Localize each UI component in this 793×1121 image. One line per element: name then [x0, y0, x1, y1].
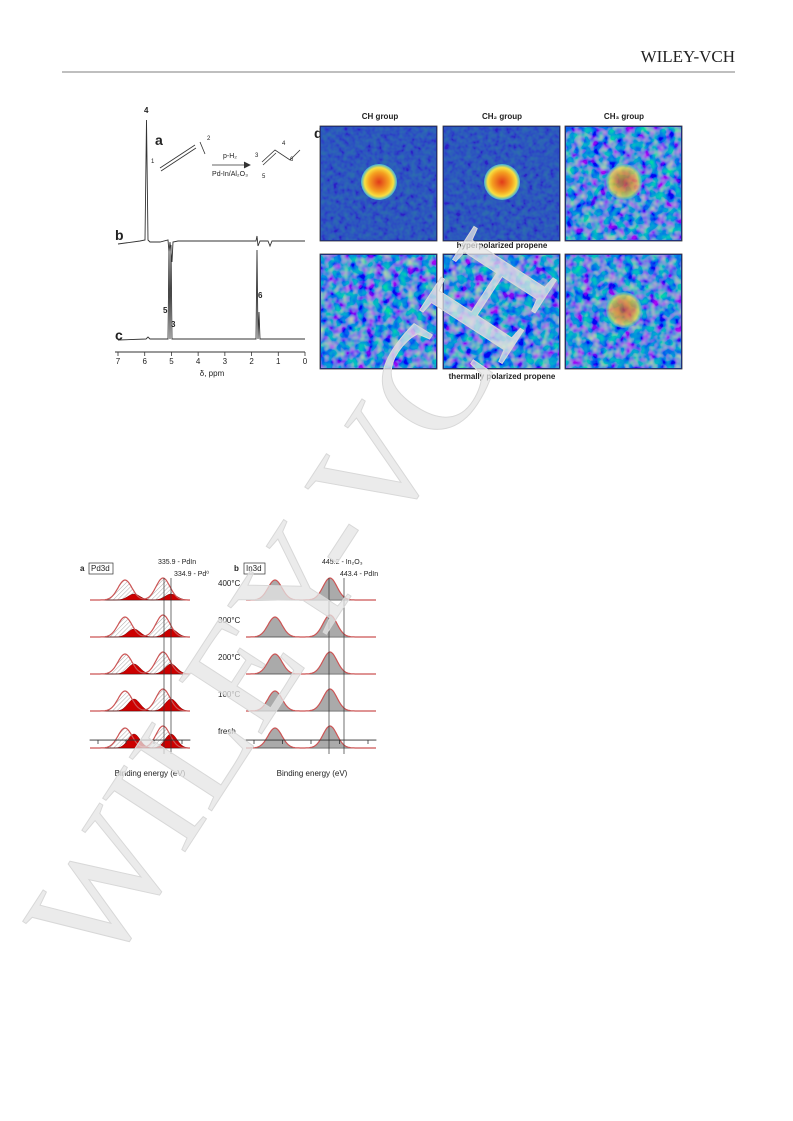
atom-label: 5 — [262, 174, 266, 180]
fit-component — [89, 698, 191, 712]
x-axis-label: Binding energy (eV) — [277, 769, 348, 778]
envelope — [246, 651, 376, 675]
line-label: 445.2 - In₂O₃ — [322, 559, 363, 566]
watermark: WILEY-VCH — [0, 204, 586, 993]
panel-label: a — [155, 132, 163, 148]
envelope — [246, 577, 376, 601]
x-tick-label: 1 — [276, 357, 281, 366]
x-tick-label: 4 — [196, 357, 201, 366]
envelope — [90, 577, 190, 601]
condition-label: 200°C — [218, 653, 241, 662]
peak-label: 5 — [163, 306, 168, 315]
envelope — [90, 651, 190, 675]
reagent: p-H₂ — [223, 153, 237, 160]
atom-label: 3 — [255, 153, 259, 159]
x-tick-label: 3 — [223, 357, 228, 366]
peak-label: 6 — [258, 291, 263, 300]
row-label: thermally polarized propene — [449, 372, 556, 381]
panel-label: d — [314, 125, 323, 141]
image-noise — [321, 255, 436, 368]
panel-label: b — [115, 227, 124, 243]
envelope — [90, 725, 190, 749]
envelope — [246, 614, 376, 638]
image-spot — [361, 164, 397, 200]
x-tick-label: 2 — [249, 357, 254, 366]
x-tick-label: 7 — [116, 357, 121, 366]
image-title: CH₃ group — [604, 112, 644, 121]
peak-label: 3 — [171, 320, 176, 329]
x-axis-label: Binding energy (eV) — [115, 769, 186, 778]
panel-label: b — [234, 564, 239, 573]
fit-component — [89, 663, 191, 675]
nmr-spectrum — [115, 119, 305, 353]
envelope — [90, 614, 190, 638]
image-title: CH group — [362, 112, 399, 121]
envelope — [246, 688, 376, 712]
atom-label: 2 — [207, 136, 211, 142]
envelope — [90, 688, 190, 712]
x-tick-label: 0 — [303, 357, 308, 366]
x-axis-label: δ, ppm — [200, 369, 225, 378]
peak-label: 4 — [144, 106, 149, 115]
image-noise — [444, 255, 559, 368]
row-label: hyperpolarized propene — [457, 241, 548, 250]
region-box — [243, 562, 266, 575]
envelope — [246, 725, 376, 749]
line-label: 335.9 - PdIn — [158, 559, 196, 566]
line-label: 334.9 - Pd⁰ — [174, 570, 209, 578]
atom-label: 6 — [290, 157, 294, 163]
panel-label: c — [115, 327, 123, 343]
region-box — [88, 562, 114, 575]
atom-label: 1 — [151, 159, 155, 165]
image-spot — [606, 164, 642, 200]
reaction-scheme — [159, 141, 301, 172]
condition-label: 100°C — [218, 690, 241, 699]
image-spot — [606, 292, 642, 328]
region: Pd3d — [91, 564, 110, 573]
panel-label: a — [80, 564, 85, 573]
image-title: CH₂ group — [482, 112, 522, 121]
condition-label: fresh — [218, 727, 236, 736]
line-label: 443.4 - PdIn — [340, 571, 378, 578]
publisher: WILEY-VCH — [641, 47, 735, 66]
x-tick-label: 6 — [142, 357, 147, 366]
condition-label: 400°C — [218, 579, 241, 588]
x-tick-label: 5 — [169, 357, 174, 366]
region: In3d — [246, 564, 262, 573]
image-spot — [484, 164, 520, 200]
atom-label: 4 — [282, 141, 286, 147]
catalyst: Pd-In/Al₂O₃ — [212, 171, 248, 178]
condition-label: 300°C — [218, 616, 241, 625]
